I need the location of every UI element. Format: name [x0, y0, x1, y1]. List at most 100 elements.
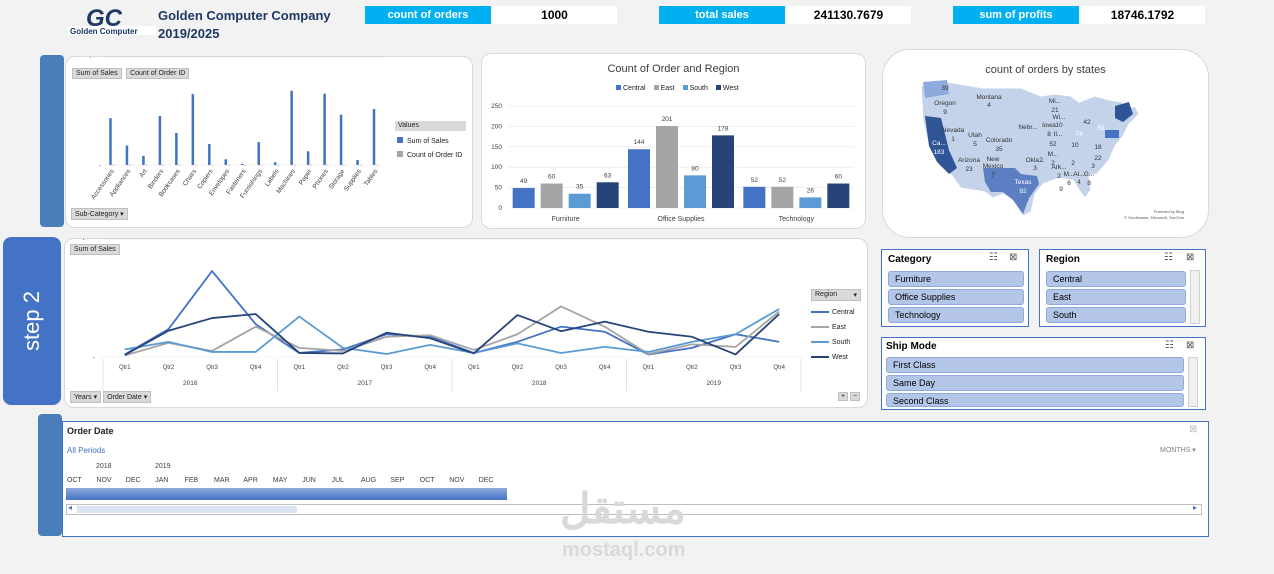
- map-label: Oregon: [934, 100, 956, 107]
- x-year-label: 2016: [183, 380, 198, 387]
- y-tick-label: 150: [491, 144, 502, 151]
- timeline-month[interactable]: NOV: [96, 477, 112, 484]
- step-tab[interactable]: step 2: [3, 237, 61, 405]
- map-texas[interactable]: [983, 168, 1039, 214]
- timeline-month[interactable]: OCT: [419, 477, 435, 484]
- timeline-month[interactable]: JUN: [302, 477, 316, 484]
- data-label: 60: [835, 174, 843, 181]
- timeline-month[interactable]: APR: [243, 477, 258, 484]
- timeline-month[interactable]: JAN: [155, 477, 169, 484]
- map-label: Arizona: [958, 157, 980, 164]
- map-label: 23: [965, 166, 973, 173]
- years-filter-button[interactable]: Years ▾: [70, 391, 102, 403]
- region-slicer-scrollbar[interactable]: [1190, 270, 1200, 324]
- timeline-unit-button[interactable]: MONTHS ▾: [1160, 446, 1196, 454]
- y-tick-label: 25,000: [83, 57, 102, 59]
- bar-sum-of-sales: [372, 109, 376, 165]
- map-pennsylvania[interactable]: [1105, 130, 1119, 138]
- slicer-item-central[interactable]: Central: [1046, 271, 1186, 287]
- timeline-month[interactable]: FEB: [184, 477, 199, 484]
- legend-swatch-east: [653, 85, 659, 90]
- order-date-filter-button[interactable]: Order Date ▾: [103, 391, 152, 403]
- subcategory-chart-panel[interactable]: Sum of Sales Count of Order ID - 5,00010,…: [65, 56, 473, 228]
- y-tick-label: 4,000: [79, 239, 96, 241]
- slicer-item-south[interactable]: South: [1046, 307, 1186, 323]
- bar-south: [568, 193, 591, 208]
- map-new-york[interactable]: [1115, 102, 1133, 122]
- category-slicer[interactable]: Category ☷ ⊠ Furniture Office Supplies T…: [881, 249, 1029, 327]
- expand-button[interactable]: +: [838, 392, 849, 401]
- line-chip-sum-of-sales[interactable]: Sum of Sales: [70, 244, 120, 255]
- chip-count-of-order-id[interactable]: Count of Order ID: [126, 68, 190, 79]
- slicer-item-east[interactable]: East: [1046, 289, 1186, 305]
- scroll-right-icon[interactable]: ▸: [1193, 503, 1198, 512]
- x-category-label: Office Supplies: [658, 216, 705, 223]
- map-label: Nebr...: [1018, 124, 1037, 131]
- y-tick-label: 20,000: [83, 57, 102, 59]
- ship-mode-scrollbar[interactable]: [1188, 357, 1198, 407]
- slicer-item-same-day[interactable]: Same Day: [886, 375, 1184, 391]
- x-quarter-label: Qtr3: [730, 365, 742, 371]
- dropdown-arrow-icon: ▾: [853, 292, 857, 299]
- region-legend-filter-button[interactable]: Region ▾: [811, 289, 861, 301]
- timeline-scrollbar[interactable]: ◂ ▸: [66, 503, 1202, 515]
- timeline-period-label[interactable]: All Periods: [67, 446, 106, 455]
- y-tick-label: 18,000: [75, 239, 95, 241]
- region-chart-panel[interactable]: Count of Order and Region Central East S…: [481, 53, 866, 229]
- chip-sum-of-sales[interactable]: Sum of Sales: [72, 68, 122, 79]
- multi-select-icon[interactable]: ☷: [989, 252, 998, 263]
- clear-filter-icon[interactable]: ⊠: [1189, 424, 1198, 435]
- timeline-month[interactable]: MAY: [272, 477, 288, 484]
- map-label: 4: [1077, 179, 1081, 186]
- x-year-label: 2018: [532, 380, 547, 387]
- map-label: M...: [1048, 151, 1059, 158]
- bar-sum-of-sales: [175, 133, 178, 165]
- kpi-orders-value: 1000: [492, 6, 617, 24]
- region-chart-svg: 0 50 100 150 200 250 49 60 35 63 Furniture 144 201 80…: [491, 103, 854, 223]
- slicer-item-second-class[interactable]: Second Class: [886, 393, 1184, 407]
- timeline-month[interactable]: MAR: [214, 477, 230, 484]
- bar-sum-of-sales: [306, 151, 310, 165]
- timeline-month[interactable]: DEC: [478, 477, 494, 484]
- map-label: 42: [1083, 119, 1091, 126]
- dropdown-arrow-icon: ▾: [1192, 447, 1196, 454]
- collapse-button[interactable]: −: [850, 392, 861, 401]
- slicer-item-furniture[interactable]: Furniture: [888, 271, 1024, 287]
- ship-mode-slicer[interactable]: Ship Mode ☷ ⊠ First Class Same Day Secon…: [881, 337, 1206, 410]
- region-slicer[interactable]: Region ☷ ⊠ Central East South: [1039, 249, 1206, 327]
- timeline-selection-bar[interactable]: [66, 488, 507, 500]
- map-washington[interactable]: [923, 80, 949, 98]
- map-california[interactable]: [925, 116, 957, 174]
- map-title: count of orders by states: [985, 64, 1106, 76]
- multi-select-icon[interactable]: ☷: [1164, 252, 1173, 263]
- map-label: 52: [1049, 141, 1057, 148]
- timeline-scroll-thumb[interactable]: [77, 506, 297, 513]
- x-tick-label: Tables: [363, 168, 380, 188]
- timeline-month[interactable]: DEC: [125, 477, 141, 484]
- map-label: 2: [1057, 173, 1061, 180]
- slicer-item-technology[interactable]: Technology: [888, 307, 1024, 323]
- x-quarter-label: Qtr4: [424, 365, 436, 371]
- dropdown-arrow-icon: ▾: [143, 394, 148, 401]
- timeline-month[interactable]: NOV: [449, 477, 465, 484]
- timeline-month[interactable]: AUG: [361, 477, 377, 484]
- timeline-month[interactable]: SEP: [390, 477, 405, 484]
- subcategory-filter-button[interactable]: Sub-Category ▾: [71, 208, 128, 220]
- clear-filter-icon[interactable]: ⊠: [1186, 340, 1195, 351]
- slicer-item-first-class[interactable]: First Class: [886, 357, 1184, 373]
- timeline-month[interactable]: JUL: [331, 477, 345, 484]
- line-chart-panel[interactable]: Sum of Sales - 2,0004,0006,0008,00010,000…: [64, 238, 868, 408]
- kpi-orders-label: count of orders: [365, 6, 491, 24]
- map-label: M...: [1064, 171, 1075, 178]
- slicer-item-office-supplies[interactable]: Office Supplies: [888, 289, 1024, 305]
- clear-filter-icon[interactable]: ⊠: [1186, 252, 1195, 263]
- clear-filter-icon[interactable]: ⊠: [1009, 252, 1018, 263]
- scroll-left-icon[interactable]: ◂: [68, 503, 73, 512]
- data-label: 178: [718, 125, 729, 132]
- order-date-timeline[interactable]: Order Date ⊠ All Periods MONTHS ▾ 2018 2…: [62, 421, 1209, 537]
- map-panel[interactable]: count of orders by states 39 Oregon 9 Monta…: [882, 49, 1209, 238]
- subcat-chips: Sum of Sales Count of Order ID: [72, 62, 190, 80]
- y-tick-label: 12,000: [75, 239, 95, 241]
- timeline-month[interactable]: OCT: [67, 477, 82, 484]
- multi-select-icon[interactable]: ☷: [1165, 340, 1174, 351]
